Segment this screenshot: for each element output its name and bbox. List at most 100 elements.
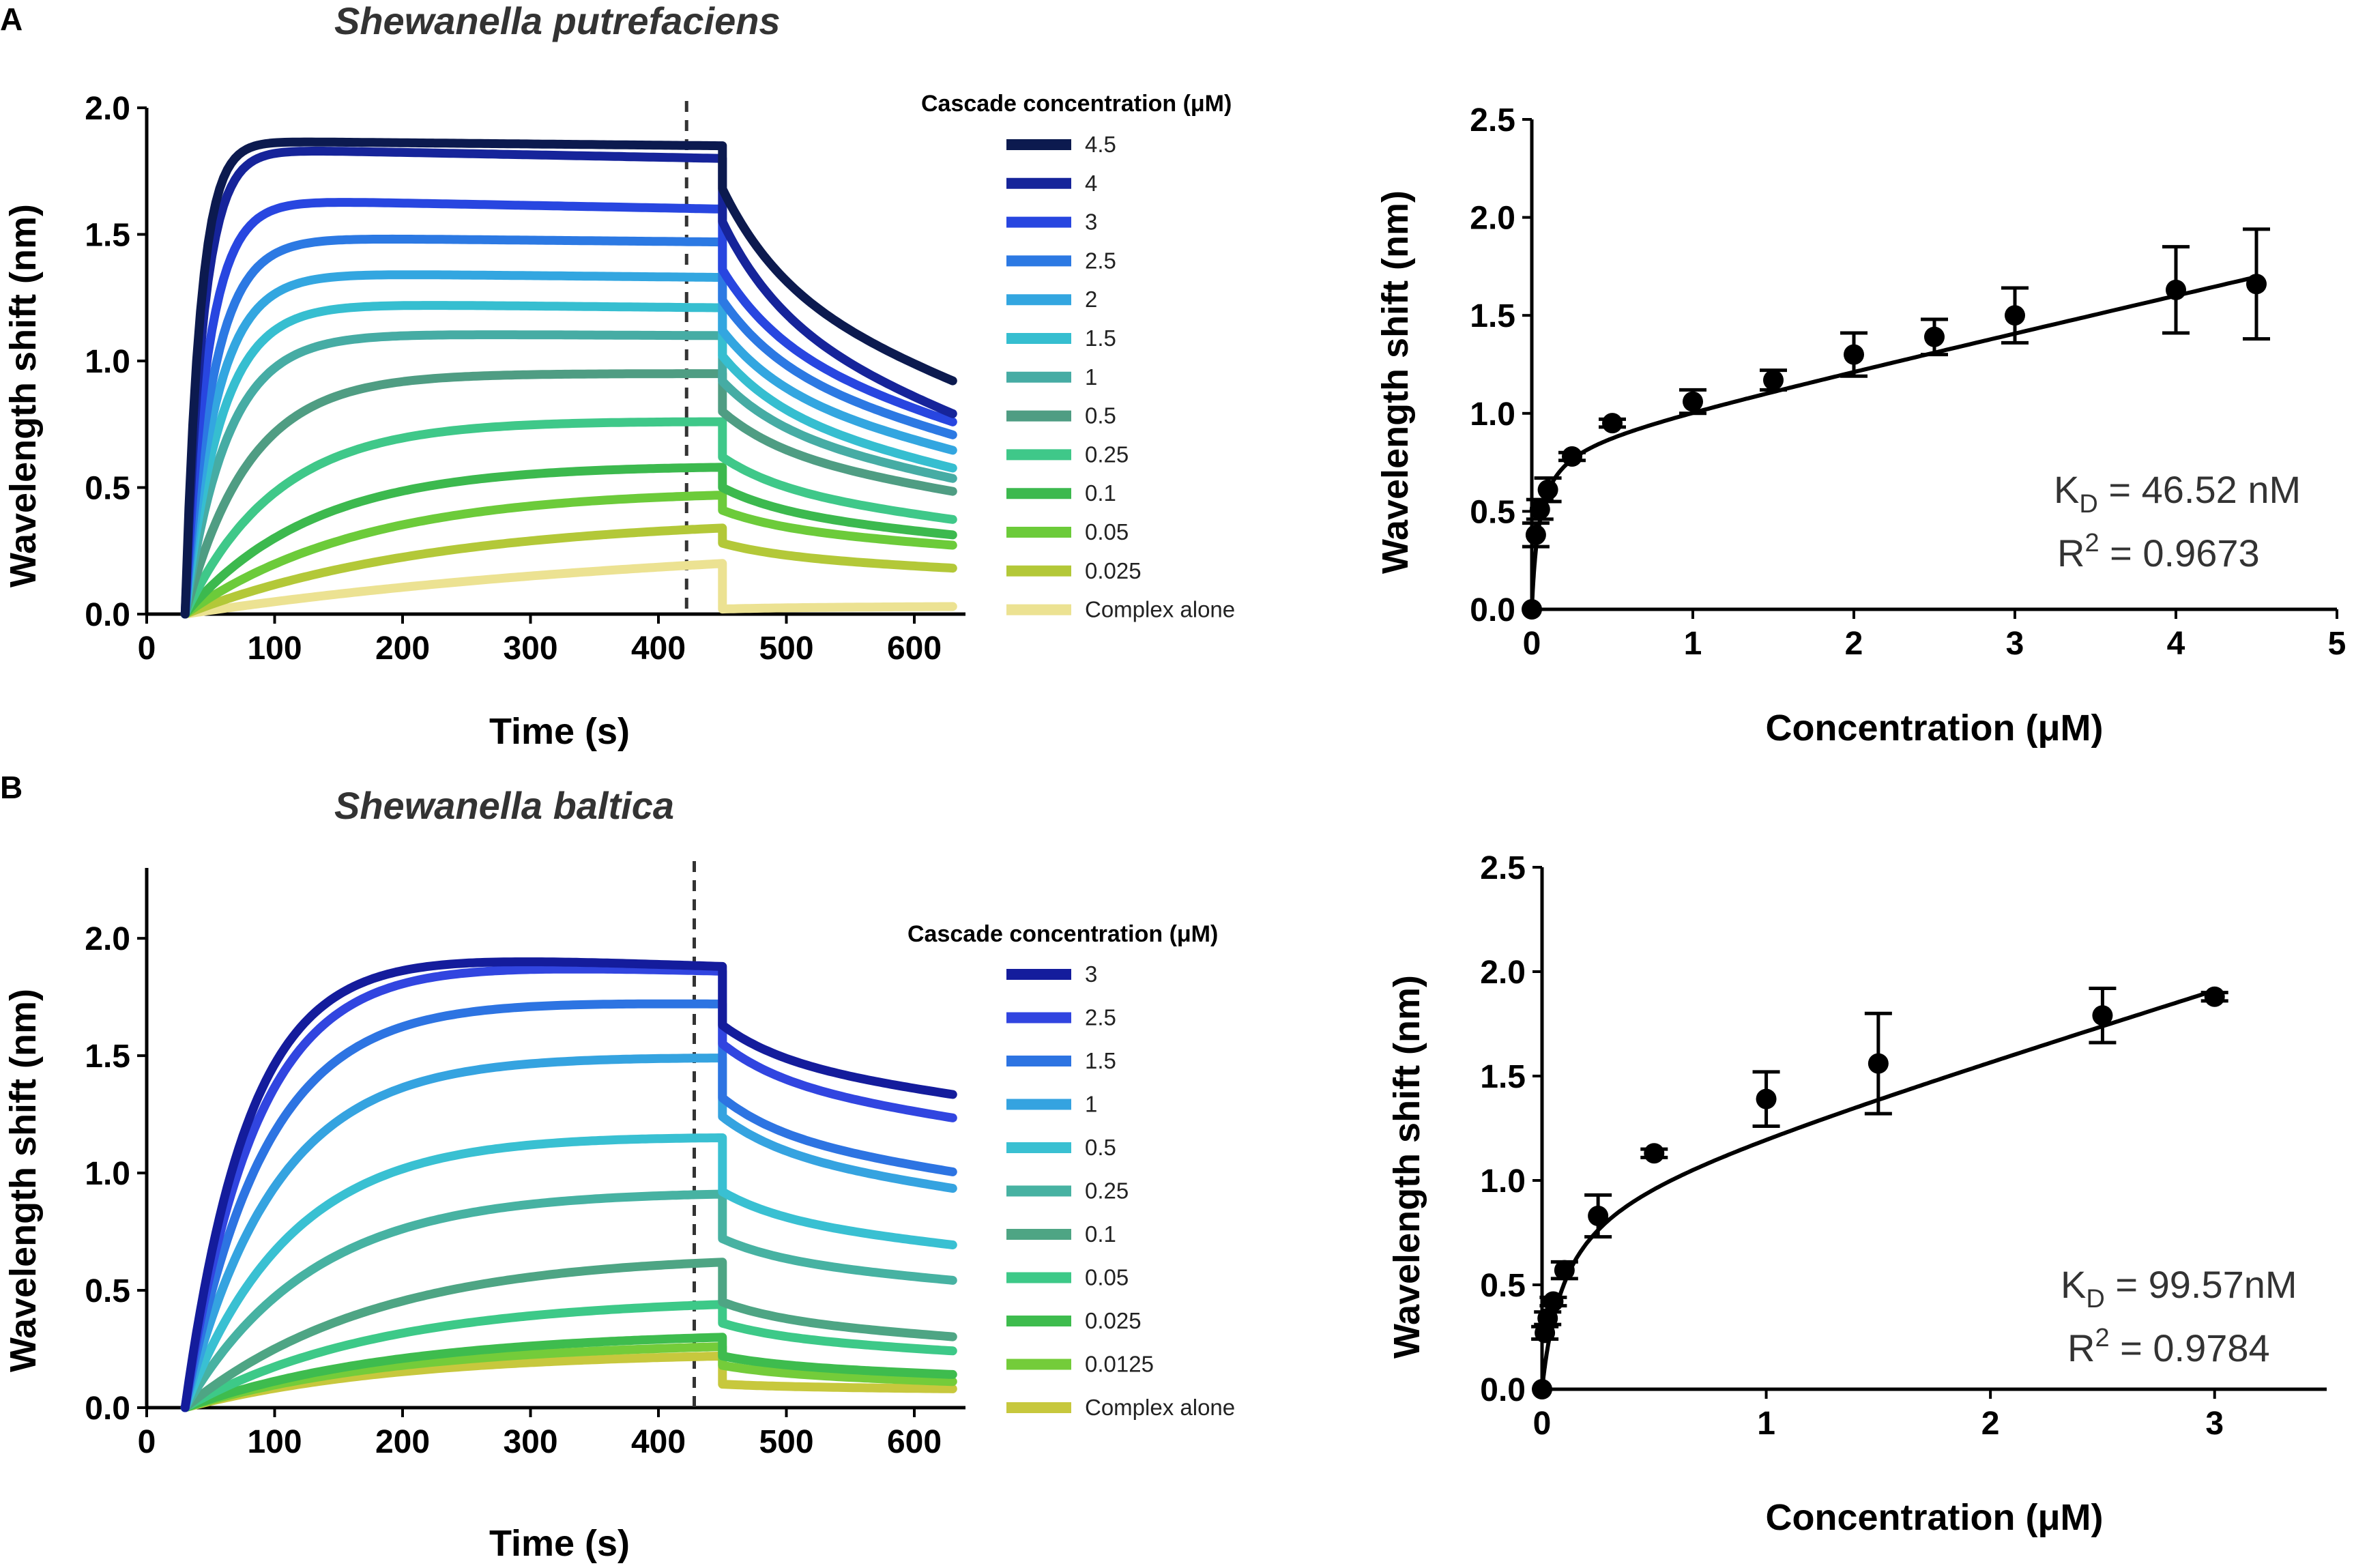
a-sens-series-complex-alone	[180, 559, 957, 619]
panel-a-sensogram-y-label: Wavelength shift (nm)	[3, 204, 44, 587]
b-bind-data-point	[1868, 1053, 1889, 1074]
panel-a-r2-symbol: R	[2057, 532, 2084, 575]
a-bind-data-point	[1562, 446, 1582, 467]
a-bind-y-tick-label: 2.0	[1470, 201, 1515, 237]
a-bind-data-point	[1924, 326, 1945, 347]
b-sens-series-0.5	[180, 1133, 957, 1412]
panel-b-sensogram-y-label: Wavelength shift (nm)	[3, 989, 44, 1372]
b-sens-legend-label: Complex alone	[1085, 1395, 1235, 1420]
a-sens-legend-label: 4.5	[1085, 132, 1116, 157]
a-sens-y-tick-label: 2.0	[85, 91, 130, 127]
a-sens-series-0.25	[180, 417, 957, 619]
b-sens-legend-label: 0.1	[1085, 1221, 1116, 1247]
b-sens-legend-label: 0.0125	[1085, 1352, 1154, 1377]
panel-a-r2-superscript: 2	[2084, 529, 2099, 557]
a-bind-x-tick-label: 1	[1684, 626, 1702, 662]
a-bind-data-point	[1844, 344, 1864, 365]
panel-a-r2-annotation: R2 = 0.9673	[2057, 529, 2260, 575]
a-bind-data-point	[1529, 499, 1550, 520]
a-bind-x-tick-label: 5	[2328, 626, 2346, 662]
b-bind-y-tick-label: 0.0	[1480, 1372, 1526, 1408]
b-bind-y-tick-label: 1.5	[1480, 1059, 1526, 1095]
b-sens-x-tick-label: 400	[631, 1424, 686, 1460]
b-sens-x-tick-label: 200	[375, 1424, 430, 1460]
b-bind-y-tick-label: 2.0	[1480, 955, 1526, 991]
b-sens-series-3	[180, 957, 957, 1412]
a-bind-y-tick-label: 2.5	[1470, 102, 1515, 139]
a-sens-series-3	[180, 198, 957, 619]
b-sens-legend-label: 3	[1085, 961, 1097, 987]
b-sens-y-tick-label: 0.5	[85, 1273, 130, 1309]
a-sens-x-tick-label: 0	[138, 630, 156, 667]
a-bind-y-tick-label: 1.0	[1470, 396, 1515, 433]
panel-a-letter: A	[0, 1, 23, 37]
panel-b-kd-symbol: K	[2061, 1263, 2086, 1306]
a-bind-data-point	[1763, 369, 1784, 390]
a-sens-series-4.5	[180, 137, 957, 619]
panel-a-kd-annotation: KD = 46.52 nM	[2054, 468, 2301, 519]
a-sens-series-4	[180, 147, 957, 619]
a-sens-x-tick-label: 200	[375, 630, 430, 667]
a-sens-legend-label: 1	[1085, 364, 1097, 390]
panel-b-binding-x-label: Concentration (μM)	[1766, 1497, 2104, 1538]
a-bind-y-tick-label: 1.5	[1470, 298, 1515, 334]
b-bind-data-point	[1543, 1291, 1564, 1312]
panel-a-binding-x-label: Concentration (μM)	[1766, 708, 2104, 749]
a-sens-legend-label: 0.025	[1085, 558, 1142, 583]
panel-b-legend-title: Cascade concentration (μM)	[907, 921, 1218, 947]
a-sens-series-0.5	[180, 369, 957, 619]
b-sens-legend-label: 0.025	[1085, 1308, 1142, 1333]
a-sens-x-tick-label: 600	[887, 630, 942, 667]
b-sens-series-1	[180, 1054, 957, 1412]
a-sens-legend-label: 4	[1085, 171, 1097, 196]
b-sens-series-0.25	[180, 1189, 957, 1412]
a-sens-series-1	[180, 330, 957, 619]
panel-a-binding-plot: 0 1 2 3 4 5 0.0 0.5 1.0 1.5 2.0 2.5	[1470, 102, 2346, 662]
b-bind-data-point	[1588, 1206, 1609, 1227]
panel-b-r2-value: = 0.9784	[2110, 1326, 2270, 1369]
a-sens-x-tick-label: 400	[631, 630, 686, 667]
panel-a-legend-title: Cascade concentration (μM)	[921, 91, 1232, 117]
a-bind-data-point	[2246, 274, 2267, 295]
panel-a-r2-value: = 0.9673	[2099, 532, 2260, 575]
panel-b-r2-superscript: 2	[2095, 1324, 2109, 1352]
a-bind-data-point	[1522, 599, 1542, 620]
b-sens-y-tick-label: 1.0	[85, 1156, 130, 1192]
panel-b-kd-subscript: D	[2086, 1285, 2104, 1313]
b-sens-series-2.5	[180, 964, 957, 1412]
b-sens-x-tick-label: 300	[503, 1424, 557, 1460]
panel-a-kd-symbol: K	[2054, 468, 2079, 511]
b-bind-y-tick-label: 2.5	[1480, 850, 1526, 886]
a-sens-y-tick-label: 0.0	[85, 597, 130, 633]
b-sens-series-0.05	[180, 1300, 957, 1412]
panel-b-kd-annotation: KD = 99.57nM	[2061, 1263, 2297, 1313]
panel-b-letter: B	[0, 770, 23, 805]
panel-b-kd-value: = 99.57nM	[2105, 1263, 2297, 1306]
a-sens-legend-label: Complex alone	[1085, 597, 1235, 622]
b-bind-x-tick-label: 0	[1533, 1406, 1552, 1442]
panel-b-binding-chart: 0 1 2 3 0.0 0.5 1.0 1.5 2.0 2.5 Concentration (μM…	[1386, 850, 2327, 1538]
b-sens-series-1.5	[180, 999, 957, 1412]
a-sens-legend-label: 0.05	[1085, 519, 1129, 545]
a-bind-x-tick-label: 4	[2167, 626, 2185, 662]
b-bind-data-point	[2092, 1005, 2113, 1026]
b-sens-legend-label: 0.25	[1085, 1178, 1129, 1204]
a-sens-y-tick-label: 0.5	[85, 471, 130, 507]
a-sens-x-tick-label: 100	[247, 630, 302, 667]
a-sens-legend-label: 0.5	[1085, 403, 1116, 429]
a-sens-y-tick-label: 1.0	[85, 344, 130, 380]
b-sens-x-tick-label: 0	[138, 1424, 156, 1460]
a-sens-legend-label: 3	[1085, 209, 1097, 235]
a-sens-legend-label: 0.25	[1085, 441, 1129, 467]
panel-a-species-title: Shewanella putrefaciens	[334, 0, 781, 42]
panel-a: A Shewanella putrefaciens 0 100 200 300 400 5…	[0, 0, 1235, 752]
a-bind-data-point	[2005, 305, 2025, 326]
panel-b-species-title: Shewanella baltica	[334, 784, 674, 827]
panel-b: B Shewanella baltica 0 100 200 300 400 500 600…	[0, 770, 1235, 1564]
b-bind-y-tick-label: 1.0	[1480, 1163, 1526, 1200]
panel-b-legend: 3 2.5 1.5 1 0.5 0.25 0.1 0.05 0.025 0.0125 Complex…	[1006, 961, 1235, 1420]
a-sens-series-2	[180, 270, 957, 619]
panel-a-sensogram-x-label: Time (s)	[489, 711, 630, 752]
b-bind-data-point	[1554, 1260, 1575, 1281]
b-bind-data-point	[1537, 1307, 1558, 1329]
